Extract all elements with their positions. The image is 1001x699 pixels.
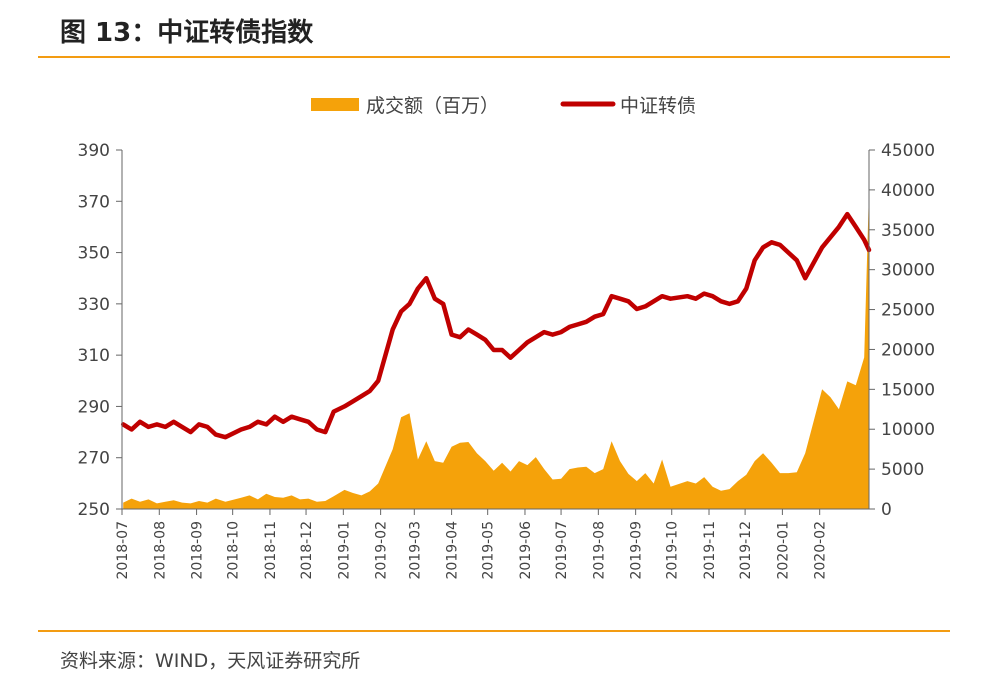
x-axis-tick-label: 2019-01 xyxy=(336,521,352,580)
right-axis-tick-label: 15000 xyxy=(881,380,935,400)
right-axis-tick-label: 35000 xyxy=(881,221,935,241)
right-axis-tick-label: 0 xyxy=(881,500,892,520)
right-axis-tick-label: 10000 xyxy=(881,420,935,440)
x-axis-tick-label: 2018-12 xyxy=(299,521,315,580)
x-axis-tick-label: 2019-09 xyxy=(629,521,645,580)
chart-axes: 250 270 290 310 330 350 370 390 0 5000 10000 15000 2… xyxy=(78,141,936,580)
right-axis-tick-label: 5000 xyxy=(881,460,924,480)
x-axis-tick-label: 2018-11 xyxy=(263,521,279,580)
left-axis-tick-label: 390 xyxy=(78,141,110,161)
left-axis-tick-label: 290 xyxy=(78,397,110,417)
x-axis-tick-label: 2019-08 xyxy=(591,521,607,580)
x-axis-tick-label: 2019-06 xyxy=(518,521,534,580)
x-axis-tick-label: 2019-05 xyxy=(481,521,497,580)
left-axis-tick-label: 330 xyxy=(78,295,110,315)
x-axis-tick-label: 2019-02 xyxy=(374,521,390,580)
source-note: 资料来源：WIND，天风证券研究所 xyxy=(60,650,361,672)
volume-area-series xyxy=(123,189,869,509)
legend-swatch-volume xyxy=(311,98,359,111)
right-axis-tick-label: 20000 xyxy=(881,340,935,360)
x-axis-tick-label: 2019-07 xyxy=(554,521,570,580)
x-axis-tick-label: 2018-10 xyxy=(226,521,242,580)
left-axis-tick-label: 350 xyxy=(78,244,110,264)
x-axis-tick-label: 2019-10 xyxy=(665,521,681,580)
index-line-series xyxy=(120,211,872,440)
right-axis-tick-label: 30000 xyxy=(881,261,935,281)
x-axis-tick-label: 2019-03 xyxy=(407,521,423,580)
x-axis-tick-label: 2020-02 xyxy=(813,521,829,580)
legend-label-index: 中证转债 xyxy=(620,95,696,117)
legend-label-volume: 成交额（百万） xyxy=(366,95,499,117)
x-axis-tick-label: 2018-08 xyxy=(152,521,168,580)
bottom-divider xyxy=(38,630,950,632)
x-axis-tick-label: 2018-07 xyxy=(115,521,131,580)
left-axis-tick-label: 370 xyxy=(78,192,110,212)
left-axis-tick-label: 270 xyxy=(78,449,110,469)
plot-area xyxy=(120,189,872,509)
right-axis-tick-label: 45000 xyxy=(881,141,935,161)
x-axis-tick-label: 2018-09 xyxy=(190,521,206,580)
chart-legend: 成交额（百万） 中证转债 xyxy=(311,95,696,117)
x-axis-tick-label: 2019-04 xyxy=(445,521,461,580)
page-title: 图 13：中证转债指数 xyxy=(60,18,314,48)
top-divider xyxy=(38,56,950,58)
right-axis-tick-label: 40000 xyxy=(881,181,935,201)
x-axis-tick-label: 2019-11 xyxy=(702,521,718,580)
x-axis-tick-label: 2019-12 xyxy=(738,521,754,580)
x-axis-tick-label: 2020-01 xyxy=(775,521,791,580)
left-axis-tick-label: 310 xyxy=(78,346,110,366)
left-axis-tick-label: 250 xyxy=(78,500,110,520)
right-axis-tick-label: 25000 xyxy=(881,301,935,321)
